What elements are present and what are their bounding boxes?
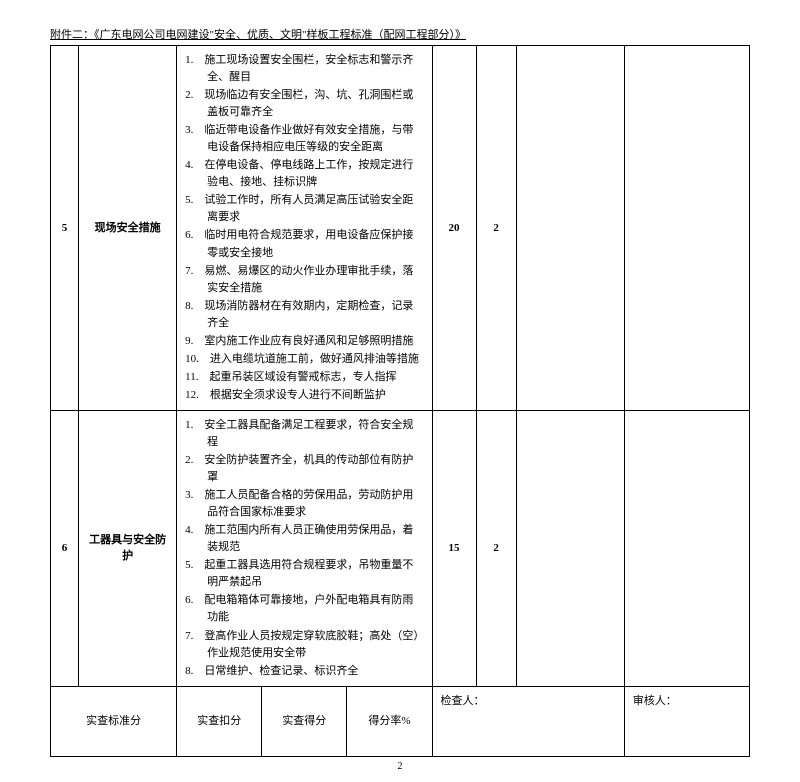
row-score1: 15 [432, 410, 476, 686]
list-item: 12. 根据安全须求设专人进行不间断监护 [185, 387, 423, 404]
page-number: 2 [50, 761, 750, 772]
list-item: 6. 临时用电符合规范要求，用电设备应保护接零或安全接地 [185, 227, 423, 261]
list-item: 9. 室内施工作业应有良好通风和足够照明措施 [185, 333, 423, 350]
list-item: 3. 施工人员配备合格的劳保用品，劳动防护用品符合国家标准要求 [185, 487, 423, 521]
table-row: 5 现场安全措施 1. 施工现场设置安全围栏，安全标志和警示齐全、醒目2. 现场… [51, 46, 750, 411]
row-score1: 20 [432, 46, 476, 411]
list-item: 5. 起重工器具选用符合规程要求，吊物重量不明严禁起吊 [185, 557, 423, 591]
row-score2: 2 [476, 46, 516, 411]
document-header: 附件二：《广东电网公司电网建设"安全、优质、文明"样板工程标准（配网工程部分）》 [50, 26, 750, 42]
list-item: 4. 在停电设备、停电线路上工作，按规定进行验电、接地、挂标识牌 [185, 157, 423, 191]
row-blank1 [516, 46, 624, 411]
footer-cell: 实查扣分 [177, 686, 262, 756]
list-item: 7. 易燃、易爆区的动火作业办理审批手续，落实安全措施 [185, 263, 423, 297]
row-number: 5 [51, 46, 79, 411]
footer-cell: 实查标准分 [51, 686, 177, 756]
list-item: 10. 进入电缆坑道施工前，做好通风排油等措施 [185, 351, 423, 368]
row-items: 1. 安全工器具配备满足工程要求，符合安全规程2. 安全防护装置齐全，机具的传动… [177, 410, 432, 686]
footer-row: 实查标准分 实查扣分 实查得分 得分率% 检查人： 审核人： [51, 686, 750, 756]
list-item: 8. 日常维护、检查记录、标识齐全 [185, 663, 423, 680]
list-item: 8. 现场消防器材在有效期内，定期检查，记录齐全 [185, 298, 423, 332]
list-item: 6. 配电箱箱体可靠接地，户外配电箱具有防雨功能 [185, 592, 423, 626]
row-items: 1. 施工现场设置安全围栏，安全标志和警示齐全、醒目2. 现场临边有安全围栏，沟… [177, 46, 432, 411]
list-item: 5. 试验工作时，所有人员满足高压试验安全距离要求 [185, 192, 423, 226]
row-title: 工器具与安全防护 [79, 410, 177, 686]
auditor-cell: 审核人： [624, 686, 749, 756]
standards-table: 5 现场安全措施 1. 施工现场设置安全围栏，安全标志和警示齐全、醒目2. 现场… [50, 45, 750, 757]
row-blank1 [516, 410, 624, 686]
list-item: 11. 起重吊装区域设有警戒标志，专人指挥 [185, 369, 423, 386]
list-item: 1. 施工现场设置安全围栏，安全标志和警示齐全、醒目 [185, 52, 423, 86]
list-item: 2. 现场临边有安全围栏，沟、坑、孔洞围栏或盖板可靠齐全 [185, 87, 423, 121]
footer-cell: 实查得分 [262, 686, 347, 756]
row-title: 现场安全措施 [79, 46, 177, 411]
footer-cell: 得分率% [347, 686, 432, 756]
row-score2: 2 [476, 410, 516, 686]
list-item: 7. 登高作业人员按规定穿软底胶鞋；高处（空）作业规范使用安全带 [185, 628, 423, 662]
list-item: 3. 临近带电设备作业做好有效安全措施，与带电设备保持相应电压等级的安全距离 [185, 122, 423, 156]
list-item: 4. 施工范围内所有人员正确使用劳保用品，着装规范 [185, 522, 423, 556]
list-item: 1. 安全工器具配备满足工程要求，符合安全规程 [185, 417, 423, 451]
row-blank2 [624, 410, 749, 686]
checker-cell: 检查人： [432, 686, 624, 756]
list-item: 2. 安全防护装置齐全，机具的传动部位有防护罩 [185, 452, 423, 486]
row-blank2 [624, 46, 749, 411]
row-number: 6 [51, 410, 79, 686]
table-row: 6 工器具与安全防护 1. 安全工器具配备满足工程要求，符合安全规程2. 安全防… [51, 410, 750, 686]
